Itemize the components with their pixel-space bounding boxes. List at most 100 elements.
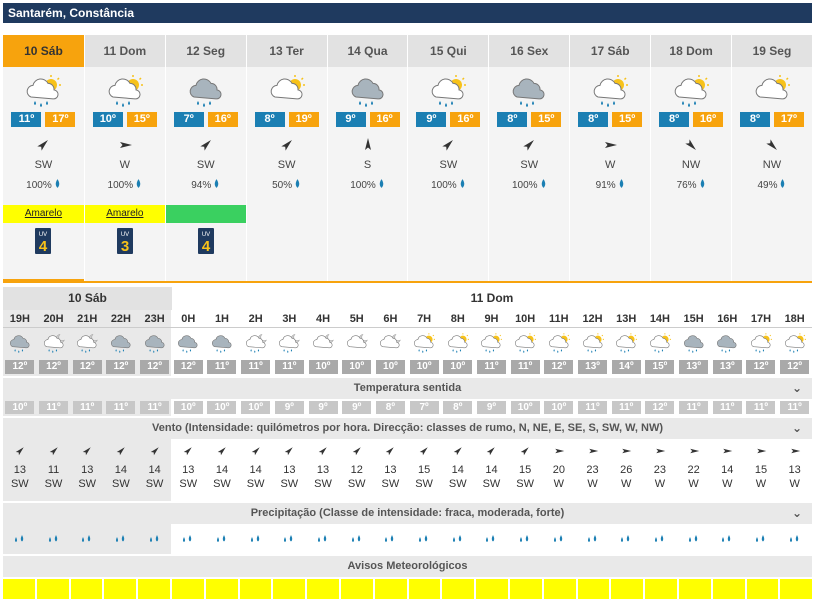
wind-arrow-icon xyxy=(285,447,294,456)
aviso-cell[interactable] xyxy=(138,579,170,599)
wind-arrow-icon xyxy=(442,140,454,151)
day-label[interactable]: 11 Dom xyxy=(84,35,165,67)
chevron-down-icon[interactable]: ⌄ xyxy=(791,506,802,520)
raindrop-icon xyxy=(755,535,765,542)
day-column[interactable]: 14 Qua 9º 16º S 100% xyxy=(326,35,408,283)
warning-empty xyxy=(247,205,327,223)
precip-probability: 100% xyxy=(107,180,134,191)
chevron-down-icon[interactable]: ⌄ xyxy=(791,421,802,435)
raindrop-icon xyxy=(419,535,428,542)
felt-temp: 9º xyxy=(476,401,506,414)
day-label[interactable]: 14 Qua xyxy=(327,35,408,67)
wind-dir: SW xyxy=(482,478,501,490)
aviso-cell[interactable] xyxy=(239,579,272,599)
aviso-cell[interactable] xyxy=(712,579,745,599)
wind-arrow-icon xyxy=(689,448,699,454)
hours-row: 19H 20H 21H 22H 23H 0H 1H 2H 3H 4H 5H 6H 7H 8H 9H 10H 11… xyxy=(3,310,812,328)
aviso-cell[interactable] xyxy=(171,579,204,599)
aviso-cell[interactable] xyxy=(374,579,407,599)
hour-temp: 12º xyxy=(173,360,203,374)
aviso-cell[interactable] xyxy=(645,579,677,599)
wind-arrow-icon xyxy=(605,142,618,148)
hour-label: 12H xyxy=(582,313,603,325)
uv-value: 3 xyxy=(121,238,129,254)
hour-temp: 10º xyxy=(375,360,405,374)
uv-value: 4 xyxy=(39,238,48,254)
partly-cloudy-icon xyxy=(755,75,790,100)
aviso-cell[interactable] xyxy=(678,579,711,599)
temp-min: 9º xyxy=(416,112,447,127)
rain-sun-icon xyxy=(649,333,671,353)
aviso-cell[interactable] xyxy=(340,579,373,599)
aviso-cell[interactable] xyxy=(205,579,238,599)
precip-probability: 100% xyxy=(431,180,457,191)
rain-cloud-icon xyxy=(211,335,232,353)
day-column[interactable]: 10 Sáb 11º 17º SW 100% Amarelo UV 4 xyxy=(3,35,84,283)
aviso-cell[interactable] xyxy=(70,579,103,599)
wind-dir: SW xyxy=(314,478,332,490)
aviso-cell[interactable] xyxy=(509,579,542,599)
hour-temps-row: 12º 12º 12º 12º 12º 12º 11º 11º 11º 10º 10º 10º 10º 1… xyxy=(3,358,812,376)
aviso-cell[interactable] xyxy=(104,579,137,599)
warning-badge[interactable]: Amarelo xyxy=(84,205,165,223)
hour-temp: 12º xyxy=(5,360,35,374)
wind-direction: SW xyxy=(34,159,53,171)
cloud-night-icon xyxy=(346,334,368,349)
warning-badge[interactable]: Amarelo xyxy=(3,205,84,223)
wind-dir: W xyxy=(688,478,699,490)
warning-empty xyxy=(328,205,408,223)
day-label[interactable]: 12 Seg xyxy=(165,35,246,67)
aviso-cell[interactable] xyxy=(273,579,306,599)
aviso-cell[interactable] xyxy=(3,579,35,599)
rain-cloud-icon xyxy=(351,78,384,107)
chevron-down-icon[interactable]: ⌄ xyxy=(791,381,802,395)
aviso-cell[interactable] xyxy=(408,579,441,599)
prec-section-header[interactable]: Precipitação (Classe de intensidade: fra… xyxy=(3,503,812,524)
raindrop-icon xyxy=(553,535,563,542)
wind-dir: W xyxy=(722,478,733,490)
day-label[interactable]: 17 Sáb xyxy=(570,35,651,67)
felt-temp: 10º xyxy=(207,401,237,414)
day-column[interactable]: 16 Sex 8º 15º SW 100% xyxy=(488,35,570,283)
day-column[interactable]: 13 Ter 8º 19º SW 50% xyxy=(245,35,327,283)
day-label[interactable]: 19 Seg xyxy=(732,35,812,67)
day-column[interactable]: 18 Dom 8º 16º NW 76% xyxy=(650,35,732,283)
aviso-cell[interactable] xyxy=(307,579,339,599)
aviso-cell[interactable] xyxy=(746,579,779,599)
wind-arrow-icon xyxy=(487,447,496,456)
felt-temp: 11º xyxy=(611,401,641,414)
day-label[interactable]: 13 Ter xyxy=(246,35,327,67)
wind-speed: 13 xyxy=(283,464,296,476)
aviso-cell[interactable] xyxy=(476,579,508,599)
rain-night-icon xyxy=(77,334,99,353)
day-column[interactable]: 11 Dom 10º 15º W 100% Amarelo UV 3 xyxy=(83,35,165,283)
wind-speed: 15 xyxy=(417,464,431,476)
warning-empty xyxy=(408,205,488,223)
day-column[interactable]: 12 Seg 7º 16º SW 94% UV 4 xyxy=(164,35,246,283)
day-label[interactable]: 18 Dom xyxy=(651,35,732,67)
cloud-night-icon xyxy=(380,334,402,349)
day-column[interactable]: 19 Seg 8º 17º NW 49% xyxy=(731,35,812,283)
day-column[interactable]: 15 Qui 9º 16º SW 100% xyxy=(407,35,489,283)
day-label[interactable]: 15 Qui xyxy=(408,35,489,67)
day-label[interactable]: 10 Sáb xyxy=(3,35,84,67)
day-label[interactable]: 16 Sex xyxy=(489,35,570,67)
hour-temp: 11º xyxy=(241,360,271,374)
felt-temp: 11º xyxy=(578,401,608,414)
wind-section-header[interactable]: Vento (Intensidade: quilómetros por hora… xyxy=(3,418,812,439)
aviso-cell[interactable] xyxy=(611,579,644,599)
aviso-cell[interactable] xyxy=(442,579,475,599)
felt-section-header[interactable]: Temperatura sentida ⌄ xyxy=(3,378,812,399)
rain-sun-icon xyxy=(548,333,570,353)
aviso-cell[interactable] xyxy=(36,579,69,599)
avisos-section-header[interactable]: Avisos Meteorológicos xyxy=(3,556,812,577)
day-column[interactable]: 17 Sáb 8º 15º W 91% xyxy=(569,35,651,283)
rain-sun-icon xyxy=(414,333,436,353)
aviso-cell[interactable] xyxy=(780,579,813,599)
raindrop-icon xyxy=(250,535,259,542)
aviso-cell[interactable] xyxy=(543,579,576,599)
temp-min: 8º xyxy=(497,112,528,127)
aviso-cell[interactable] xyxy=(577,579,610,599)
uv-label: UV xyxy=(39,232,47,238)
hour-label: 16H xyxy=(717,313,738,325)
